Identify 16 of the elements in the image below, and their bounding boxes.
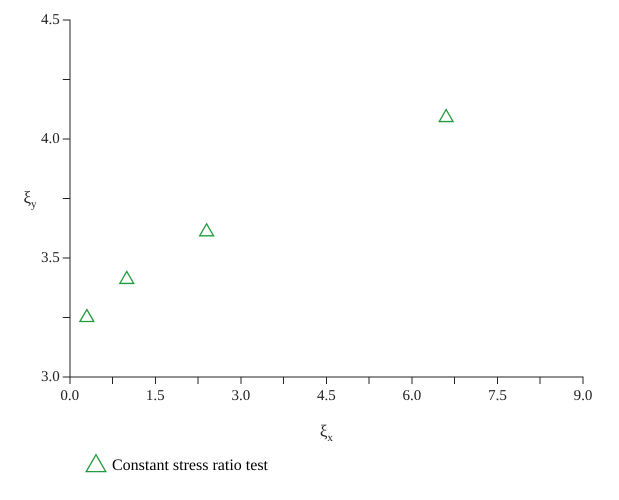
y-tick-label: 4.5: [41, 12, 60, 28]
x-tick-label: 4.5: [317, 388, 336, 404]
point: [119, 270, 134, 284]
y-tick-label: 3.0: [41, 368, 60, 385]
legend-label: Constant stress ratio test: [112, 457, 269, 474]
point: [199, 223, 214, 236]
x-tick-label: 9.0: [574, 388, 592, 404]
x-tick-label: 1.5: [146, 388, 165, 404]
y-tick-label: 3.5: [41, 250, 60, 266]
point: [79, 308, 94, 322]
x-tick-label: 7.5: [488, 388, 507, 404]
x-tick-label: 3.0: [231, 388, 250, 404]
x-tick-label: 0.0: [60, 388, 80, 404]
point: [438, 108, 454, 122]
x-tick-label: 6.0: [402, 388, 422, 404]
y-tick-label: 4.0: [41, 130, 60, 147]
